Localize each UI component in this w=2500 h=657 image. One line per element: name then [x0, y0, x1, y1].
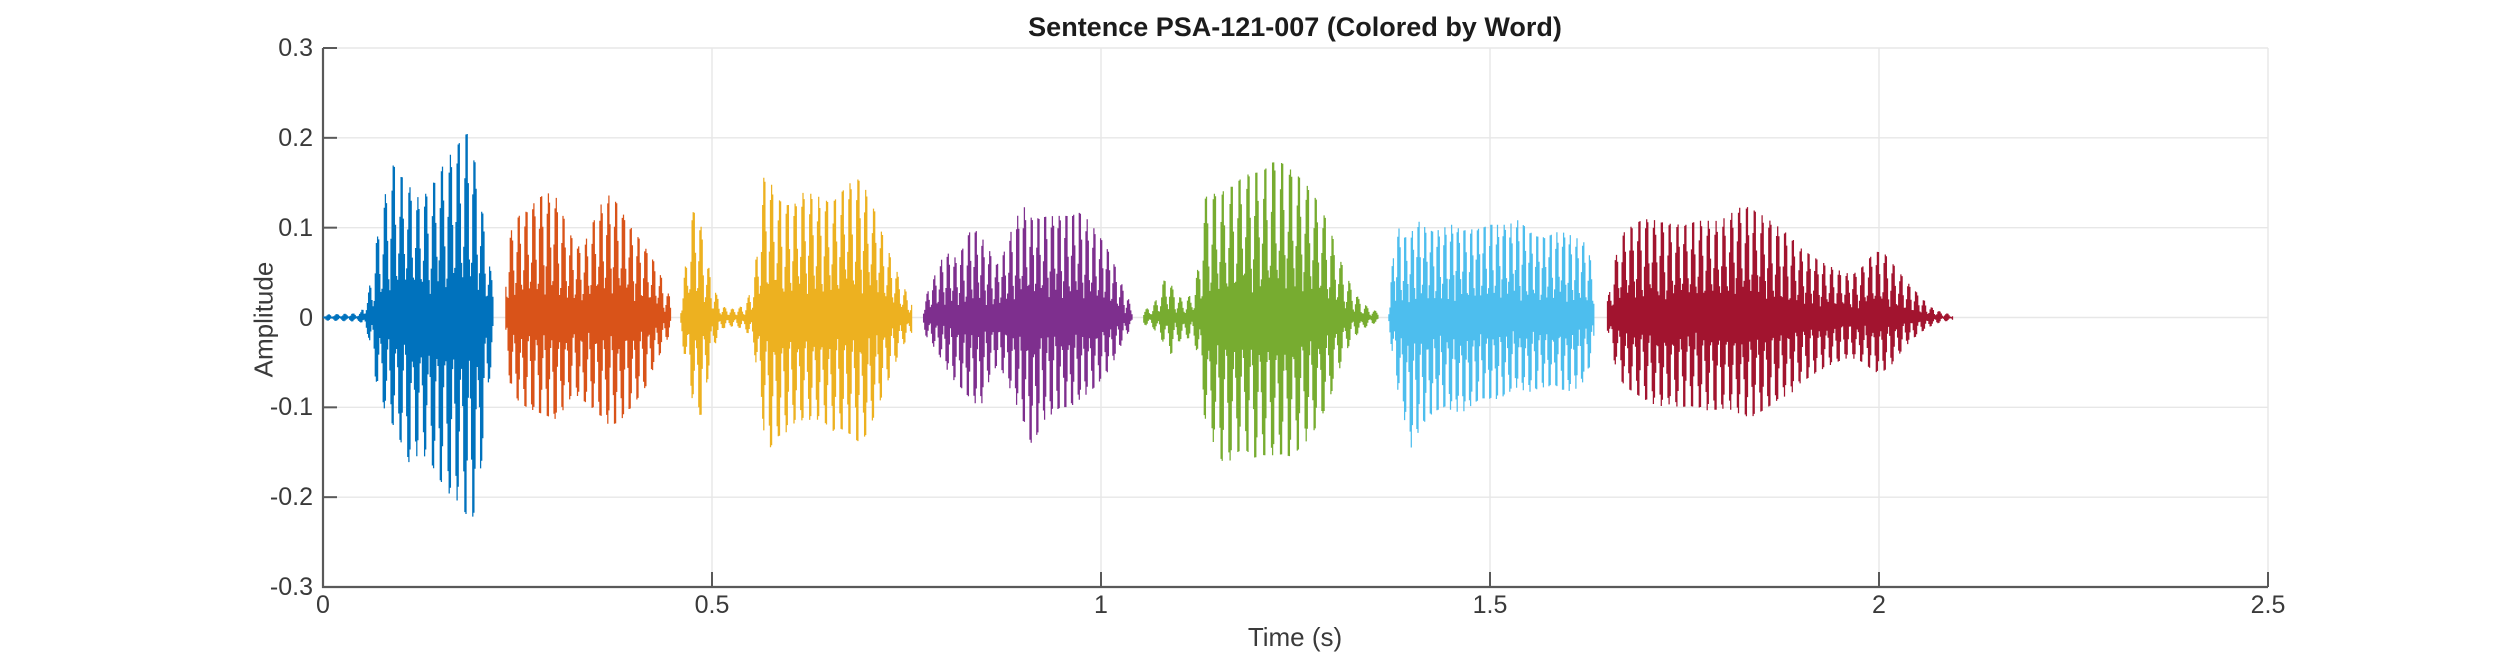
waveform-word-1	[323, 134, 494, 517]
x-tick-label-2: 2	[1872, 591, 1886, 619]
waveform-word-3	[680, 177, 913, 448]
y-tick-label--0.2: -0.2	[269, 483, 313, 512]
y-tick-label--0.1: -0.1	[269, 393, 313, 422]
y-tick-label-0.1: 0.1	[278, 213, 313, 242]
y-tick-label-0: 0	[299, 303, 313, 332]
chart-title: Sentence PSA-121-007 (Colored by Word)	[1028, 12, 1562, 42]
waveform-word-4	[922, 207, 1133, 443]
x-tick-label-0: 0	[316, 591, 330, 619]
x-tick-label-2.5: 2.5	[2250, 591, 2286, 619]
waveform-word-7	[1606, 207, 1954, 417]
x-tick-label-1.5: 1.5	[1472, 591, 1508, 619]
waveform-word-5	[1143, 162, 1379, 461]
waveform-word-2	[505, 193, 672, 424]
x-axis-label: Time (s)	[1247, 622, 1343, 652]
x-tick-label-1: 1	[1094, 591, 1108, 619]
y-tick-label--0.3: -0.3	[269, 573, 313, 601]
y-tick-label-0.3: 0.3	[278, 34, 313, 62]
waveform-word-6	[1388, 220, 1595, 448]
x-tick-label-0.5: 0.5	[694, 591, 730, 619]
y-tick-label-0.2: 0.2	[278, 123, 313, 152]
